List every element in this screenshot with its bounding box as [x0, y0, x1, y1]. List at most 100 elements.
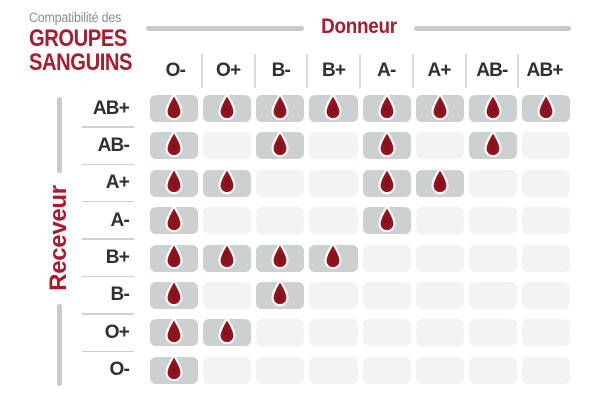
cell-A+-A+: [415, 167, 464, 197]
row-label-AB+: AB+: [78, 95, 134, 128]
donor-axis-line-left: [146, 26, 304, 31]
cell-O--AB-: [468, 356, 517, 384]
blood-drop-icon: [271, 130, 289, 158]
cell-B--B-: [256, 279, 305, 309]
cell-B+-AB+: [521, 244, 570, 272]
donor-column-headers: O- O+ B- B+ A- A+ AB- AB+: [150, 54, 570, 88]
cell-B+-A+: [415, 244, 464, 272]
cell-O+-AB-: [468, 319, 517, 347]
row-label-B+: B+: [78, 245, 134, 278]
blood-drop-icon: [165, 317, 183, 345]
cell-A--A+: [415, 207, 464, 235]
column-header-O+: O+: [200, 54, 254, 88]
chart-title-line2: SANGUINS: [29, 49, 133, 76]
blood-drop-icon: [218, 167, 236, 195]
cell-B--AB+: [521, 281, 570, 309]
cell-O+-B-: [256, 319, 305, 347]
cell-B--O+: [203, 281, 252, 309]
cell-O--B+: [309, 356, 358, 384]
column-header-B+: B+: [306, 54, 359, 88]
cell-O+-B+: [309, 319, 358, 347]
chart-kicker: Compatibilité des: [29, 10, 122, 25]
cell-B+-O+: [203, 242, 252, 272]
blood-drop-icon: [165, 354, 183, 382]
blood-drop-icon: [165, 279, 183, 307]
cell-O+-A+: [415, 319, 464, 347]
chart-title-line1: GROUPES: [29, 25, 127, 52]
column-header-A+: A+: [411, 54, 465, 88]
blood-drop-icon: [378, 204, 396, 232]
donor-axis-label: Donneur: [321, 15, 397, 38]
cell-O--O-: [150, 354, 199, 384]
blood-drop-icon: [165, 204, 183, 232]
cell-AB--AB-: [468, 130, 517, 160]
receiver-row-labels: AB+ AB- A+ A- B+ B- O+ O-: [78, 95, 134, 384]
column-header-A-: A-: [359, 54, 412, 88]
blood-drop-icon: [324, 242, 342, 270]
cell-O--AB+: [521, 356, 570, 384]
blood-drop-icon: [165, 92, 183, 120]
cell-AB--B+: [309, 132, 358, 160]
cell-O+-AB+: [521, 319, 570, 347]
cell-AB+-A-: [362, 92, 411, 122]
blood-drop-icon: [537, 92, 555, 120]
column-header-AB+: AB+: [517, 54, 570, 88]
cell-A+-O-: [150, 167, 199, 197]
cell-A--B+: [309, 207, 358, 235]
cell-O--A-: [362, 356, 411, 384]
cell-A+-O+: [203, 167, 252, 197]
blood-drop-icon: [165, 130, 183, 158]
cell-A+-AB+: [521, 169, 570, 197]
cell-A--O-: [150, 204, 199, 235]
cell-AB+-A+: [415, 92, 464, 122]
cell-B+-O-: [150, 242, 199, 272]
donor-axis-line-right: [414, 26, 571, 31]
cell-A+-A-: [362, 167, 411, 197]
row-label-AB-: AB-: [78, 132, 134, 166]
cell-A+-AB-: [468, 169, 517, 197]
row-label-B-: B-: [78, 282, 134, 315]
cell-O--A+: [415, 356, 464, 384]
blood-drop-icon: [378, 167, 396, 195]
cell-O+-O-: [150, 317, 199, 347]
blood-drop-icon: [271, 242, 289, 270]
cell-O--O+: [203, 356, 252, 384]
row-label-O-: O-: [109, 359, 129, 381]
compatibility-grid: [150, 92, 570, 384]
cell-AB+-B-: [256, 92, 305, 122]
receiver-axis-line-top: [57, 97, 62, 173]
cell-B--A-: [362, 281, 411, 309]
blood-drop-icon: [324, 92, 342, 120]
blood-drop-icon: [218, 317, 236, 345]
blood-drop-icon: [165, 242, 183, 270]
row-label-O+: O+: [78, 319, 134, 353]
blood-drop-icon: [271, 92, 289, 120]
cell-A+-B+: [309, 169, 358, 197]
cell-AB--O+: [203, 132, 252, 160]
cell-B--O-: [150, 279, 199, 309]
cell-B+-B+: [309, 242, 358, 272]
blood-drop-icon: [431, 167, 449, 195]
blood-drop-icon: [165, 167, 183, 195]
receiver-axis-line-bottom: [57, 304, 62, 386]
cell-AB+-O+: [203, 92, 252, 122]
cell-O--B-: [256, 356, 305, 384]
column-header-O-: O-: [165, 60, 186, 81]
blood-drop-icon: [484, 130, 502, 158]
row-label-A+: A+: [78, 170, 134, 203]
column-header-B-: B-: [253, 54, 307, 88]
cell-AB+-AB+: [521, 92, 570, 122]
cell-A--A-: [362, 204, 411, 235]
row-label-A-: A-: [78, 207, 134, 240]
blood-drop-icon: [431, 92, 449, 120]
cell-AB--B-: [256, 130, 305, 160]
cell-AB--AB+: [521, 132, 570, 160]
cell-A--O+: [203, 207, 252, 235]
receiver-axis-label: Receveur: [45, 185, 72, 291]
cell-B--AB-: [468, 281, 517, 309]
cell-AB--A-: [362, 130, 411, 160]
blood-drop-icon: [271, 279, 289, 307]
cell-O+-O+: [203, 317, 252, 347]
cell-B--B+: [309, 281, 358, 309]
